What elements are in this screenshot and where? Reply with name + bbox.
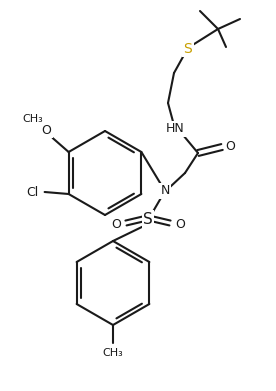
Text: O: O	[42, 124, 52, 136]
Text: CH₃: CH₃	[22, 114, 43, 124]
Text: O: O	[225, 140, 235, 154]
Text: CH₃: CH₃	[103, 348, 123, 358]
Text: S: S	[184, 42, 192, 56]
Text: O: O	[111, 219, 121, 231]
Text: HN: HN	[166, 122, 184, 136]
Text: S: S	[143, 212, 153, 226]
Text: N: N	[160, 185, 170, 197]
Text: O: O	[175, 219, 185, 231]
Text: Cl: Cl	[26, 185, 39, 199]
